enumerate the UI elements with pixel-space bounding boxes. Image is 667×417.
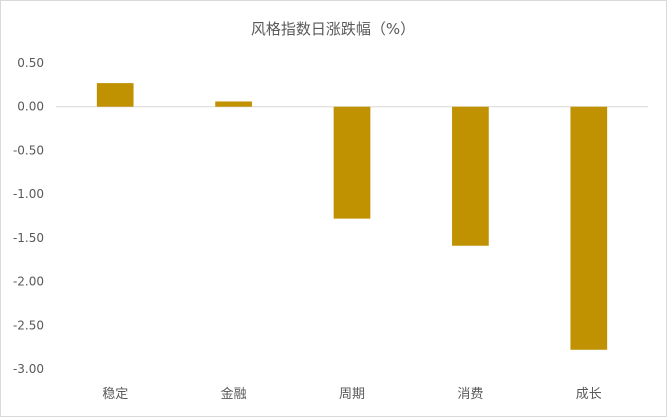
x-tick-label: 消费 — [457, 387, 483, 402]
bar-2 — [333, 106, 371, 219]
x-axis-ticks: 稳定 金融 周期 消费 成长 — [102, 386, 602, 402]
y-tick-label: -1.00 — [13, 187, 44, 201]
y-tick-label: -2.00 — [13, 275, 44, 289]
bar-1 — [215, 101, 252, 107]
x-tick-label: 金融 — [221, 386, 247, 402]
y-tick-label: -0.50 — [13, 143, 44, 157]
x-tick-label: 成长 — [576, 387, 602, 402]
y-tick-label: -3.00 — [13, 362, 44, 376]
y-tick-label: 0.00 — [17, 100, 44, 114]
y-tick-label: 0.50 — [17, 56, 44, 70]
x-tick-label: 周期 — [339, 387, 365, 402]
x-tick-label: 稳定 — [102, 386, 128, 402]
y-tick-label: -2.50 — [13, 318, 44, 332]
bar-0 — [96, 83, 134, 107]
y-tick-label: -1.50 — [13, 231, 44, 245]
bar-3 — [452, 106, 489, 246]
chart-title: 风格指数日涨跌幅（%） — [251, 20, 415, 38]
bars — [96, 83, 608, 350]
bar-4 — [570, 106, 608, 350]
y-axis-ticks: 0.50 0.00 -0.50 -1.00 -1.50 -2.00 -2.50 -3.00 — [13, 56, 44, 376]
